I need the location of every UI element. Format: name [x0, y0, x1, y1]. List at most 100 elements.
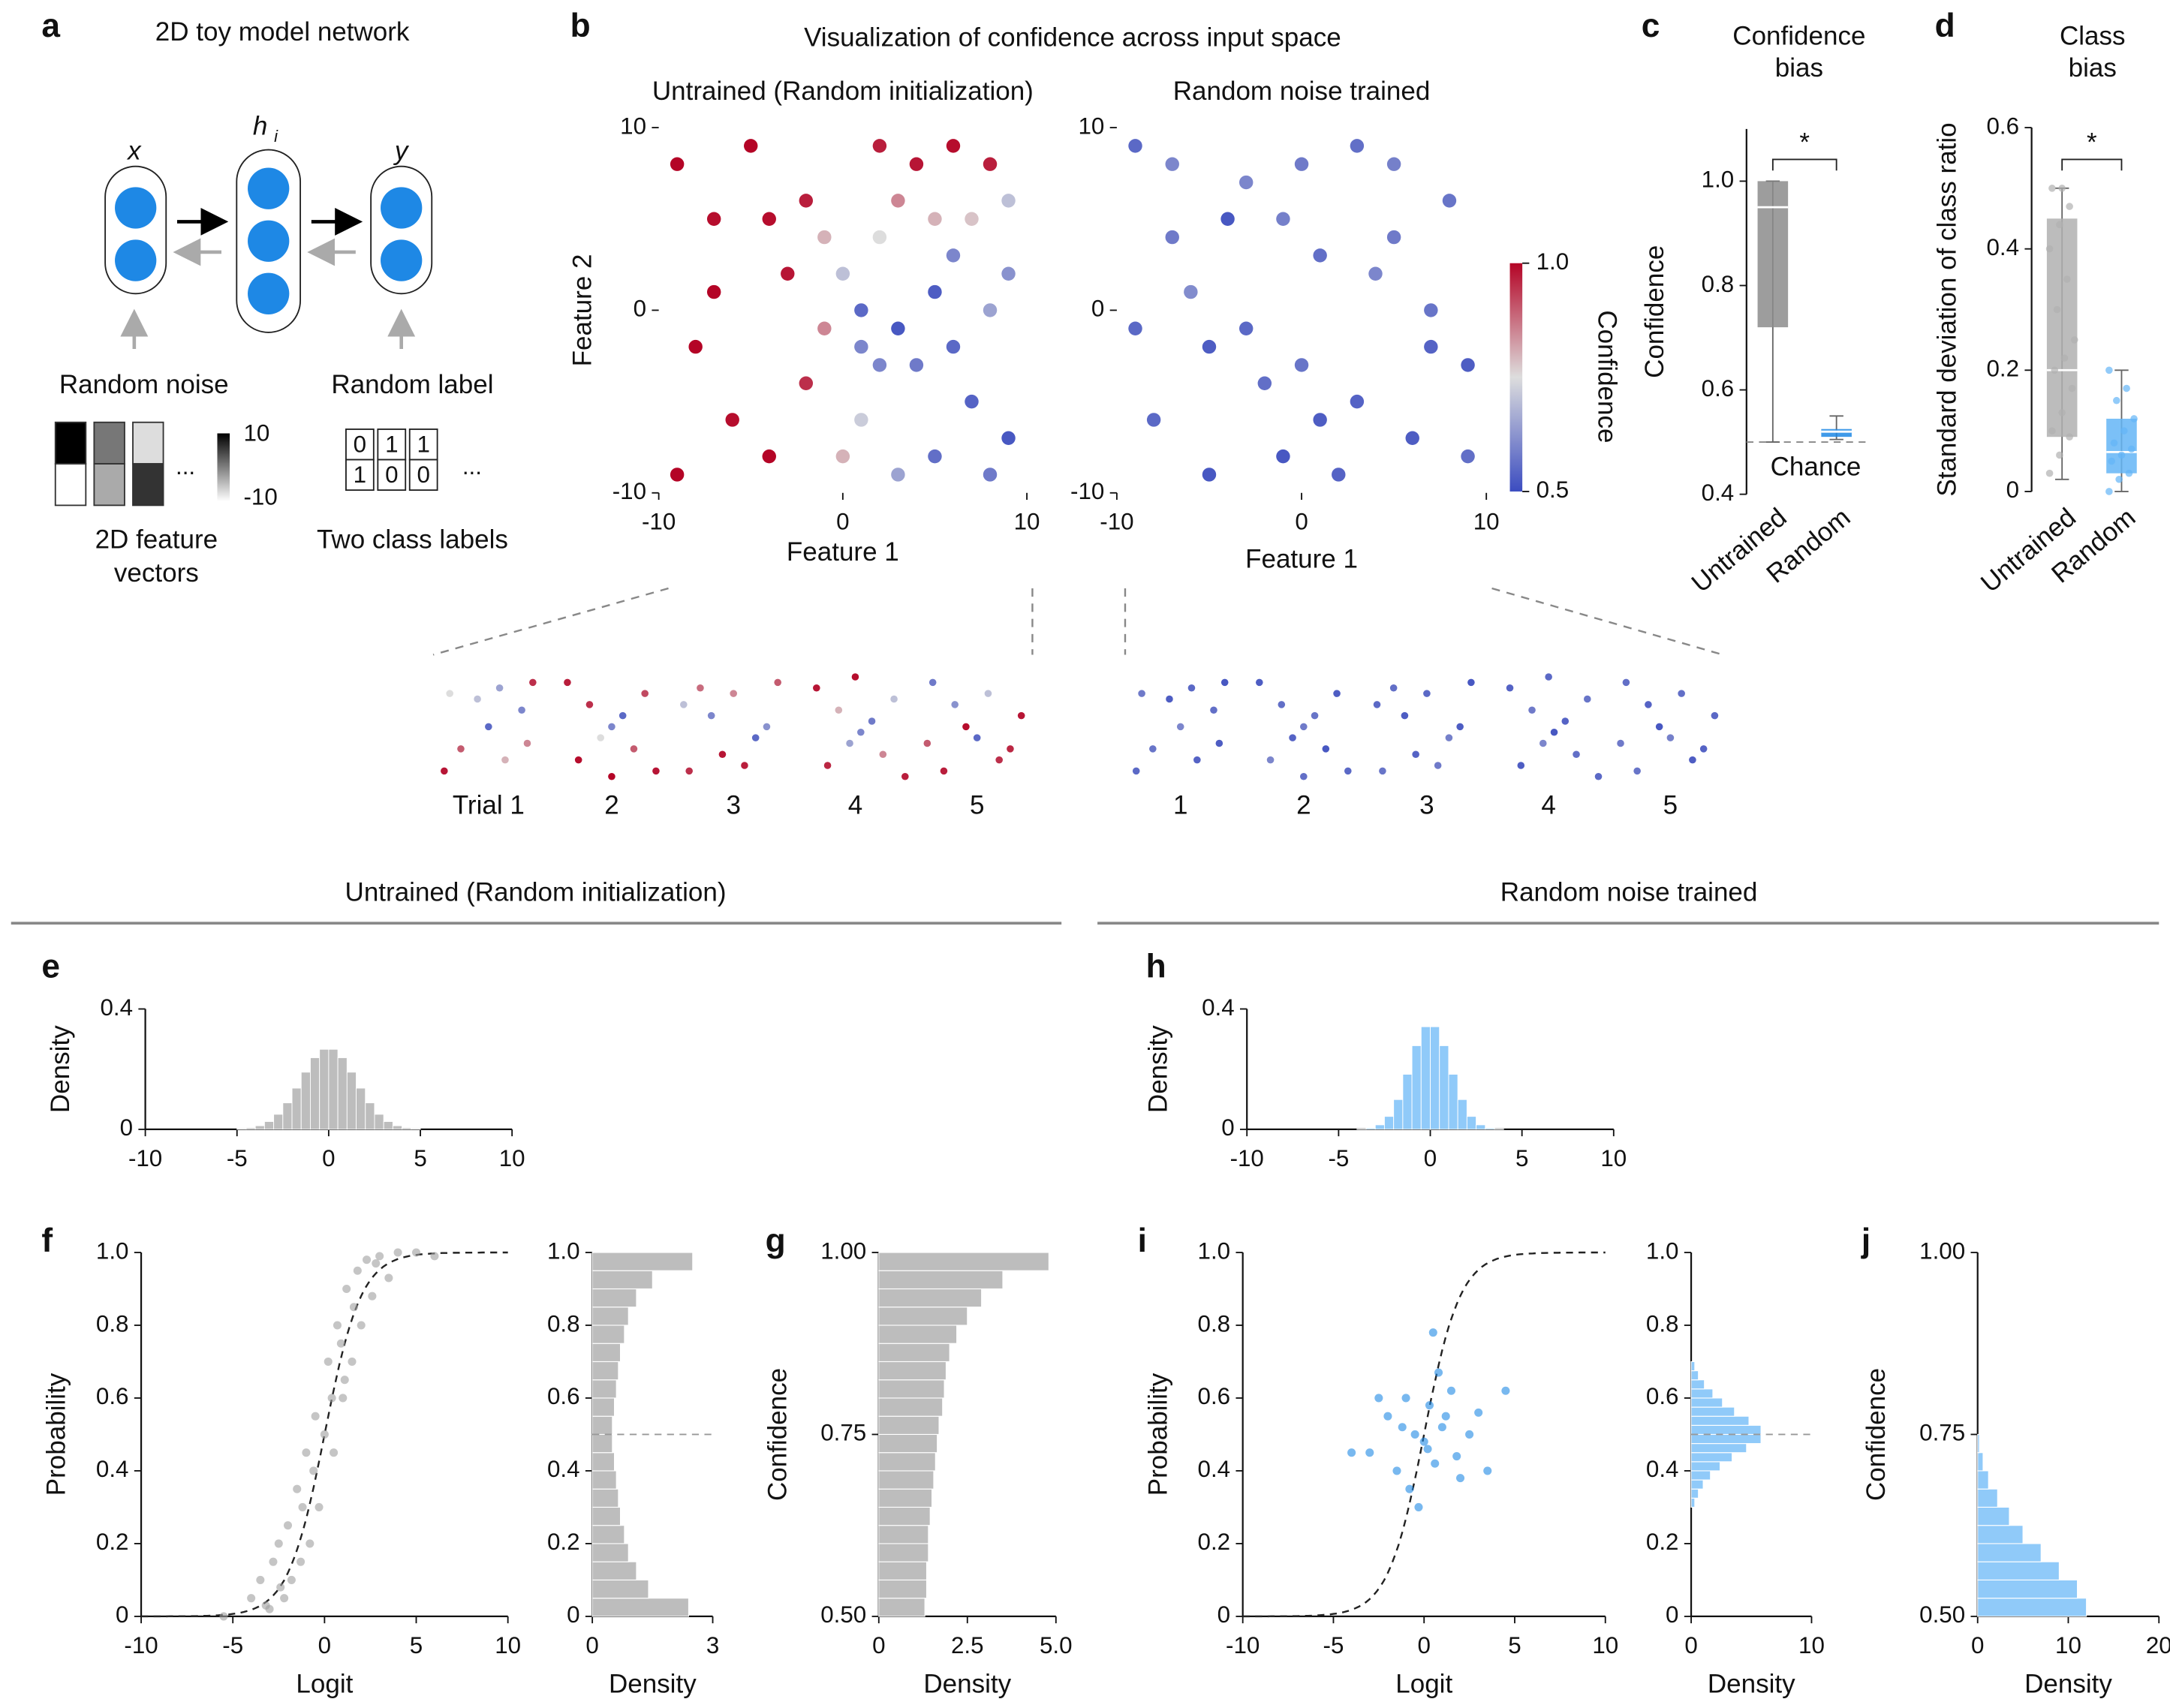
section-title: Untrained (Random initialization): [345, 878, 727, 907]
scatter-point: [219, 1612, 228, 1621]
y-tick-label: 1.00: [1919, 1237, 1965, 1264]
sigmoid-curve: [141, 1251, 508, 1618]
hist-bar: [1374, 1124, 1385, 1130]
scatter-point: [718, 750, 727, 759]
scatter-point: [1428, 1328, 1437, 1337]
scatter-point: [1583, 695, 1591, 703]
hist-bar: [337, 1057, 348, 1130]
scatter-point: [597, 734, 604, 741]
scatter-point: [1655, 723, 1663, 731]
hist-bar: [1690, 1497, 1696, 1508]
class-digit: 1: [417, 431, 429, 457]
scatter-point: [946, 139, 961, 153]
ellipsis: ...: [176, 453, 195, 480]
data-point: [2056, 221, 2063, 229]
hist-bar: [591, 1397, 615, 1417]
scatter-point: [446, 690, 454, 697]
hist-bar: [878, 1598, 925, 1617]
scatter-point: [1424, 303, 1438, 317]
y-tick-label: 1.00: [820, 1237, 866, 1264]
class-label: Two class labels: [317, 525, 508, 555]
hist-bar: [1690, 1479, 1704, 1490]
scatter-point: [891, 468, 905, 482]
colorbar-label: Confidence: [1593, 310, 1622, 443]
y-tick-label: 0.8: [1198, 1310, 1231, 1337]
scatter-point: [965, 212, 979, 226]
x-tick-label: -10: [128, 1145, 162, 1171]
y-tick-label: 0.50: [1919, 1601, 1965, 1628]
y-tick-label: 10: [1078, 113, 1104, 139]
x-tick-label: 5.0: [1040, 1632, 1073, 1658]
chart-title: Confidence: [1732, 21, 1865, 50]
hist-bar: [1977, 1470, 1989, 1490]
scatter-point: [618, 711, 627, 720]
scatter-point: [846, 739, 853, 747]
scatter-point: [342, 1284, 351, 1294]
hist-bar: [591, 1343, 622, 1363]
hist-bar: [878, 1252, 1049, 1271]
scatter-point: [309, 1466, 318, 1475]
scatter-point: [1666, 734, 1675, 741]
scatter-point: [641, 690, 649, 697]
hist-bar: [1977, 1598, 2087, 1617]
scatter-point: [1313, 413, 1327, 427]
scatter-point: [518, 706, 525, 714]
hist-bar: [392, 1125, 403, 1130]
feature-label: vectors: [114, 558, 199, 588]
y-tick-label: 0.75: [1919, 1420, 1965, 1446]
class-digit: 0: [354, 431, 366, 457]
scatter-point: [1322, 745, 1330, 753]
scatter-point: [1220, 212, 1235, 226]
data-point: [2060, 354, 2069, 362]
scatter-point: [485, 723, 492, 731]
scatter-point: [817, 230, 832, 245]
scatter-point: [305, 1539, 315, 1548]
scatter-point: [1573, 750, 1580, 759]
scatter-point: [1414, 1502, 1423, 1511]
hist-bar: [374, 1114, 384, 1130]
x-tick-label: 10: [1014, 509, 1040, 535]
y-tick-label: 1.0: [96, 1237, 129, 1264]
scatter-point: [1442, 194, 1457, 208]
hist-bar: [383, 1121, 393, 1130]
scatter-point: [891, 321, 905, 335]
x-tick-label: 10: [2055, 1632, 2081, 1658]
hist-bar: [1690, 1424, 1762, 1436]
node-label: x: [126, 136, 142, 165]
scatter-point: [1445, 734, 1453, 741]
scatter-point: [1501, 1386, 1510, 1395]
y-axis-label: Density: [1143, 1025, 1172, 1113]
hist-bar: [1457, 1099, 1467, 1130]
scatter-point: [872, 358, 887, 372]
scatter-point: [1446, 1386, 1455, 1395]
y-tick-label: 0.4: [1202, 994, 1235, 1021]
y-axis-label: Probability: [1143, 1373, 1172, 1496]
panel-label: b: [570, 8, 591, 44]
significance-star: *: [2087, 128, 2097, 157]
scatter-point: [799, 376, 814, 390]
scatter-point: [946, 339, 961, 354]
scatter-point: [1257, 376, 1272, 390]
hist-bar: [591, 1270, 653, 1290]
y-tick-label: 0: [634, 296, 646, 322]
x-axis-label: Feature 1: [1245, 544, 1358, 573]
x-tick-label: -10: [1100, 509, 1133, 535]
scatter-point: [441, 767, 448, 775]
scatter-point: [333, 1321, 342, 1330]
data-point: [2070, 336, 2078, 344]
scatter-point: [1166, 695, 1173, 703]
scatter-point: [652, 767, 660, 775]
data-point: [2115, 475, 2123, 483]
y-tick-label: 0.8: [1646, 1310, 1679, 1337]
x-tick-label: 10: [1473, 509, 1500, 535]
scatter-point: [411, 1248, 421, 1257]
scatter-point: [1374, 1394, 1383, 1403]
y-tick-label: 0.6: [547, 1383, 580, 1409]
scatter-point: [1386, 230, 1401, 245]
hist-bar: [878, 1433, 938, 1454]
x-tick-label: 20: [2146, 1632, 2170, 1658]
scatter-point: [283, 1521, 293, 1530]
scatter-point: [1184, 284, 1198, 299]
scatter-point: [851, 673, 859, 681]
